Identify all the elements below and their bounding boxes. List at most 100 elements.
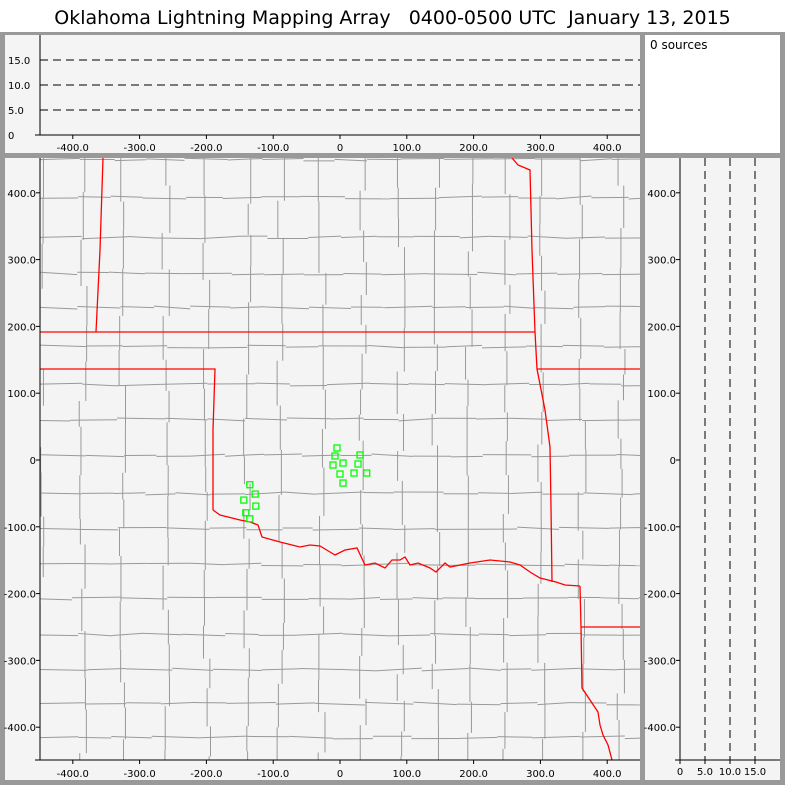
county-border bbox=[145, 493, 176, 496]
county-border bbox=[114, 159, 147, 162]
county-border bbox=[166, 527, 210, 530]
map-x-tick-label: -100.0 bbox=[257, 769, 289, 780]
county-border bbox=[421, 668, 469, 672]
side-y-tick-label: -200.0 bbox=[644, 590, 676, 601]
county-border bbox=[338, 668, 378, 672]
county-border bbox=[628, 197, 640, 200]
county-border bbox=[142, 197, 187, 200]
county-border bbox=[296, 632, 343, 636]
plan-view-map bbox=[5, 158, 640, 780]
county-border bbox=[580, 668, 617, 671]
county-border bbox=[113, 492, 146, 495]
lightning-source-marker bbox=[350, 469, 358, 477]
lightning-source-marker bbox=[246, 481, 254, 489]
county-border bbox=[582, 419, 623, 422]
map-x-tick-label: 300.0 bbox=[526, 769, 555, 780]
county-border bbox=[408, 383, 445, 386]
county-border bbox=[359, 527, 394, 530]
county-border bbox=[465, 306, 504, 309]
county-border bbox=[160, 701, 197, 705]
county-border bbox=[343, 272, 382, 275]
county-border bbox=[122, 345, 168, 347]
side-y-tick-label: 100.0 bbox=[647, 389, 676, 400]
county-border bbox=[516, 272, 558, 275]
county-border bbox=[172, 667, 214, 671]
lightning-source-marker bbox=[339, 479, 347, 487]
map-x-tick-label: 0 bbox=[337, 769, 343, 780]
lightning-source-marker bbox=[329, 461, 337, 469]
county-border bbox=[40, 702, 86, 704]
county-border bbox=[127, 235, 159, 239]
county-border bbox=[509, 634, 547, 637]
county-border bbox=[158, 237, 203, 240]
county-border bbox=[40, 306, 78, 310]
county-border bbox=[503, 305, 535, 309]
map-y-tick-label: -200.0 bbox=[4, 590, 36, 601]
county-border bbox=[40, 492, 82, 495]
county-border bbox=[165, 417, 208, 421]
county-border bbox=[312, 528, 360, 531]
side-y-tick-label: 300.0 bbox=[647, 256, 676, 267]
county-border bbox=[331, 417, 364, 420]
county-border bbox=[371, 453, 413, 457]
county-border bbox=[40, 669, 88, 671]
altitude-latitude-panel bbox=[645, 158, 780, 780]
county-border bbox=[527, 235, 566, 239]
county-border bbox=[190, 305, 231, 308]
county-border bbox=[632, 493, 640, 495]
county-border bbox=[616, 668, 640, 670]
side-altitude-tick-label: 5.0 bbox=[697, 767, 713, 778]
county-border bbox=[444, 158, 494, 160]
county-border bbox=[78, 632, 113, 637]
county-border bbox=[78, 736, 112, 739]
map-y-tick-label: 400.0 bbox=[7, 189, 36, 200]
county-border bbox=[153, 305, 191, 310]
side-y-tick-label: -300.0 bbox=[644, 656, 676, 667]
county-border bbox=[531, 667, 581, 671]
county-border bbox=[616, 454, 640, 456]
county-border bbox=[369, 382, 409, 385]
county-border bbox=[160, 382, 208, 385]
county-border bbox=[301, 454, 341, 457]
top-x-tick-label: 400.0 bbox=[593, 143, 622, 154]
county-border bbox=[286, 417, 332, 420]
county-border bbox=[608, 527, 640, 529]
county-border bbox=[255, 382, 291, 385]
county-border bbox=[562, 344, 605, 347]
county-border bbox=[611, 158, 640, 160]
county-border bbox=[556, 195, 592, 200]
county-border bbox=[261, 668, 300, 671]
county-border bbox=[604, 346, 640, 348]
county-border bbox=[600, 597, 639, 600]
county-border bbox=[308, 306, 351, 309]
map-y-tick-label: -400.0 bbox=[4, 723, 36, 734]
altitude-tick-label: 5.0 bbox=[8, 106, 24, 117]
county-border bbox=[413, 701, 457, 706]
county-border bbox=[341, 235, 377, 238]
county-border bbox=[534, 307, 574, 310]
county-border bbox=[387, 634, 431, 637]
map-y-tick-label: 100.0 bbox=[7, 389, 36, 400]
lightning-source-marker bbox=[354, 460, 362, 468]
altitude-tick-label: 15.0 bbox=[8, 56, 30, 67]
source-count: 0 sources bbox=[650, 38, 708, 52]
county-border bbox=[438, 195, 482, 199]
lightning-source-marker bbox=[240, 496, 248, 504]
lightning-source-marker bbox=[242, 509, 250, 517]
county-border bbox=[444, 383, 487, 386]
county-border bbox=[475, 563, 524, 566]
sources-panel: 0 sources bbox=[645, 35, 780, 153]
county-border bbox=[85, 454, 125, 458]
lightning-source-marker bbox=[331, 452, 339, 460]
county-border bbox=[497, 736, 533, 738]
county-border bbox=[342, 633, 388, 637]
county-border bbox=[120, 306, 154, 309]
county-border bbox=[624, 737, 640, 740]
county-border bbox=[222, 196, 262, 200]
top-x-tick-label: 100.0 bbox=[392, 143, 421, 154]
county-border bbox=[230, 306, 265, 309]
county-border bbox=[108, 271, 145, 275]
county-border bbox=[200, 735, 248, 739]
county-border bbox=[537, 702, 570, 706]
